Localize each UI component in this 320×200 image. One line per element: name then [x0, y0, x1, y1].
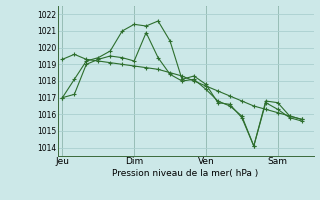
- X-axis label: Pression niveau de la mer( hPa ): Pression niveau de la mer( hPa ): [112, 169, 259, 178]
